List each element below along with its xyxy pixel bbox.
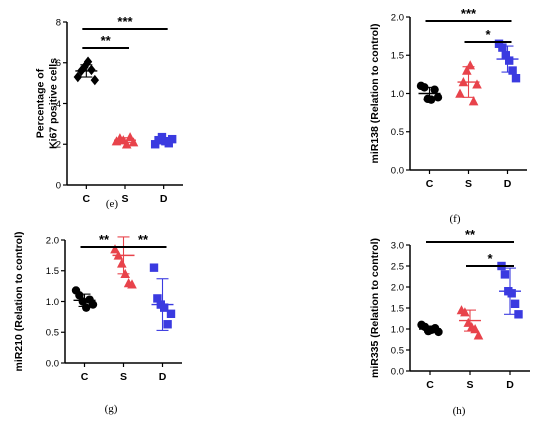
y-tick-label: 1.0	[391, 324, 404, 335]
significance-label: **	[465, 227, 476, 242]
data-point-D	[508, 66, 517, 75]
panel-caption: (h)	[453, 405, 466, 417]
y-tick-label: 0.0	[391, 366, 404, 377]
y-tick-label: 1.5	[391, 51, 404, 62]
x-tick-label-D: D	[504, 178, 512, 190]
data-point-S	[125, 132, 135, 142]
significance-label: *	[487, 251, 493, 266]
y-axis-label: Percentage of	[35, 68, 47, 138]
data-point-S	[465, 60, 475, 70]
data-point-D	[510, 299, 520, 308]
data-point-C	[430, 85, 439, 94]
data-point-C	[87, 64, 96, 76]
y-tick-label: 1.0	[46, 297, 59, 308]
x-tick-label-S: S	[120, 371, 127, 383]
panel-caption: (f)	[450, 213, 461, 225]
data-point-C	[434, 327, 443, 337]
chart-panel-e: 0 2 4 6 8 C S D Percentage of Ki67 positive cells…	[35, 14, 183, 210]
data-point-D	[160, 303, 169, 312]
y-axis-label: miR210 (Relation to control)	[13, 231, 25, 371]
y-tick-label: 0.0	[46, 358, 59, 369]
data-point-S	[472, 79, 482, 89]
data-point-S	[468, 96, 479, 106]
y-tick-label: 0	[56, 180, 61, 191]
data-point-D	[498, 43, 507, 52]
data-point-C	[83, 56, 93, 67]
y-tick-label: 2.0	[391, 282, 404, 293]
y-tick-label: 2.0	[391, 12, 404, 23]
significance-label: **	[99, 232, 110, 247]
data-point-S	[117, 258, 127, 268]
data-point-S	[127, 279, 137, 289]
y-tick-label: 1.0	[391, 89, 404, 100]
data-point-D	[514, 310, 523, 319]
y-tick-label: 3.0	[391, 240, 404, 251]
x-tick-label-C: C	[426, 379, 434, 391]
data-point-D	[501, 51, 510, 60]
y-tick-label: 1.5	[46, 266, 59, 277]
data-point-C	[88, 300, 98, 309]
y-tick-label: 0.5	[391, 345, 404, 356]
y-tick-label: 0.5	[391, 127, 404, 138]
panel-caption: (e)	[106, 198, 119, 210]
y-tick-label: 8	[56, 17, 61, 28]
y-tick-label: 2	[56, 140, 61, 151]
y-tick-label: 0.0	[391, 165, 404, 176]
x-tick-label-D: D	[506, 379, 514, 391]
significance-label: *	[485, 27, 491, 42]
data-point-S	[460, 307, 470, 317]
data-point-D	[149, 263, 159, 272]
significance-label: **	[101, 33, 112, 48]
x-tick-label-C: C	[83, 193, 91, 205]
data-point-S	[462, 65, 472, 75]
x-tick-label-C: C	[426, 178, 434, 190]
data-point-C	[90, 74, 100, 86]
y-tick-label: 4	[56, 99, 61, 110]
data-point-S	[473, 330, 484, 340]
data-point-S	[110, 244, 120, 254]
x-tick-label-S: S	[466, 379, 473, 391]
data-point-D	[511, 74, 521, 83]
significance-label: ***	[461, 6, 477, 21]
y-axis-label: miR138 (Relation to control)	[369, 23, 381, 163]
significance-label: **	[138, 232, 149, 247]
x-tick-label-S: S	[465, 178, 472, 190]
data-point-C	[433, 93, 443, 102]
data-point-S	[128, 137, 139, 147]
panel-caption: (g)	[105, 403, 118, 415]
data-point-C	[75, 291, 84, 300]
data-point-D	[167, 134, 177, 144]
x-tick-label-D: D	[160, 193, 168, 205]
y-tick-label: 2.0	[46, 235, 59, 246]
y-tick-label: 6	[56, 58, 61, 69]
data-point-D	[153, 294, 162, 303]
x-tick-label-C: C	[81, 371, 89, 383]
y-tick-label: 1.5	[391, 303, 404, 314]
data-point-D	[163, 320, 172, 329]
y-axis-label: Ki67 positive cells	[48, 58, 60, 149]
significance-label: ***	[117, 14, 133, 29]
y-tick-label: 2.5	[391, 261, 404, 272]
data-point-D	[505, 56, 514, 65]
data-point-D	[507, 289, 516, 298]
data-point-C	[80, 61, 89, 73]
y-axis-label: miR335 (Relation to control)	[369, 238, 381, 378]
data-point-D	[166, 309, 176, 318]
data-point-S	[455, 88, 465, 98]
x-tick-label-D: D	[159, 371, 167, 383]
x-tick-label-S: S	[121, 193, 128, 205]
data-point-D	[500, 270, 510, 279]
y-tick-label: 0.5	[46, 328, 59, 339]
